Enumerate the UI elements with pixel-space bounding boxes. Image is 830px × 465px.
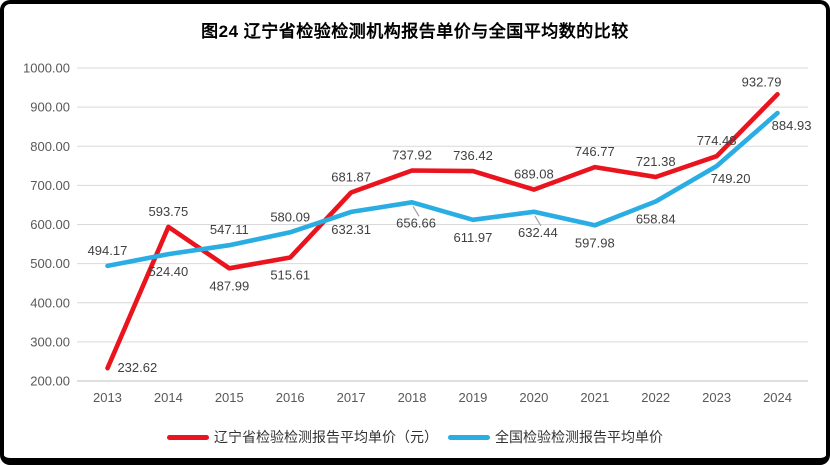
label-leader-line (412, 205, 420, 217)
y-axis-tick-label: 200.00 (30, 374, 70, 389)
data-label-series-0: 689.08 (514, 167, 554, 182)
data-label-series-1: 611.97 (454, 230, 493, 245)
label-leader-line (534, 215, 542, 227)
chart-legend: 辽宁省检验检测报告平均单价（元） 全国检验检测报告平均单价 (4, 427, 826, 447)
x-axis-tick-label: 2022 (641, 390, 670, 405)
data-label-series-1: 580.09 (270, 209, 310, 224)
x-axis-tick-label: 2020 (519, 390, 548, 405)
legend-item-national: 全国检验检测报告平均单价 (448, 427, 663, 447)
y-axis-tick-label: 500.00 (30, 256, 70, 271)
y-axis-tick-label: 700.00 (30, 178, 70, 193)
legend-label-national: 全国检验检测报告平均单价 (495, 429, 663, 445)
y-axis-tick-label: 600.00 (30, 217, 70, 232)
legend-item-liaoning: 辽宁省检验检测报告平均单价（元） (167, 427, 438, 447)
data-label-series-1: 658.84 (636, 211, 676, 226)
line-chart-canvas: 1000.00 900.00 800.00 700.00 600.00 500.00 400… (23, 61, 812, 406)
y-axis-tick-label: 400.00 (30, 295, 70, 310)
data-label-series-1: 749.20 (711, 171, 751, 186)
data-label-series-1: 632.31 (331, 222, 371, 237)
data-label-series-0: 737.92 (392, 148, 432, 163)
y-axis-tick-label: 300.00 (30, 334, 70, 349)
data-label-series-0: 774.48 (697, 133, 737, 148)
legend-line-swatch-red (167, 434, 209, 440)
data-label-series-1: 547.11 (210, 222, 249, 237)
data-label-series-0: 681.87 (331, 169, 371, 184)
x-axis-tick-label: 2018 (398, 390, 427, 405)
data-label-series-0: 515.61 (270, 268, 310, 283)
x-axis-tick-label: 2015 (215, 390, 244, 405)
legend-label-liaoning: 辽宁省检验检测报告平均单价（元） (214, 429, 438, 445)
y-axis-tick-label: 800.00 (30, 139, 70, 154)
data-label-series-0: 593.75 (148, 204, 188, 219)
x-axis-tick-label: 2024 (763, 390, 792, 405)
x-axis-tick-label: 2023 (702, 390, 731, 405)
x-axis-tick-label: 2013 (93, 390, 122, 405)
data-label-series-0: 487.99 (209, 278, 249, 293)
data-label-series-0: 721.38 (636, 154, 676, 169)
x-axis-tick-label: 2019 (458, 390, 487, 405)
x-axis-tick-label: 2021 (580, 390, 609, 405)
series-line-1 (105, 110, 780, 269)
y-axis-tick-label: 1000.00 (23, 61, 70, 76)
legend-line-swatch-blue (448, 434, 490, 440)
x-axis-tick-label: 2016 (276, 390, 305, 405)
y-axis-tick-label: 900.00 (30, 100, 70, 115)
data-label-series-0: 746.77 (575, 144, 615, 159)
x-axis-tick-label: 2017 (337, 390, 366, 405)
data-label-series-1: 524.40 (148, 264, 188, 279)
data-label-series-0: 232.62 (117, 360, 157, 375)
data-label-series-1: 656.66 (396, 215, 436, 230)
series-line-0 (105, 91, 780, 371)
data-label-series-1: 884.93 (772, 118, 812, 133)
data-label-series-0: 932.79 (742, 74, 782, 89)
chart-title: 图24 辽宁省检验检测机构报告单价与全国平均数的比较 (201, 22, 629, 41)
data-label-series-1: 632.44 (518, 225, 558, 240)
data-label-series-1: 494.17 (88, 243, 128, 258)
data-label-series-1: 597.98 (575, 235, 615, 250)
x-axis-tick-label: 2014 (154, 390, 183, 405)
data-label-series-0: 736.42 (453, 148, 493, 163)
